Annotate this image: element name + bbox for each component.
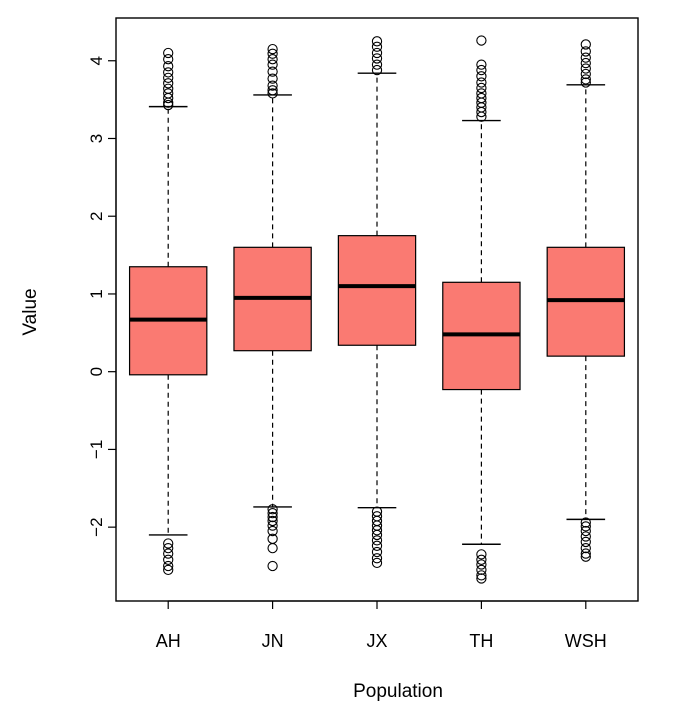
outlier-point [371,553,383,564]
x-axis: AH JN JX TH WSH [156,600,607,651]
x-axis-label: Population [353,681,443,702]
outlier-point [371,540,383,551]
outlier-point [163,72,174,84]
outlier-point [371,557,383,569]
outlier-point [580,517,591,528]
outlier-point [580,551,591,562]
y-axis: 4 3 2 1 0 −1 −2 [87,56,117,537]
outlier-point [476,106,487,118]
outlier-point [476,111,487,122]
outlier-point [267,525,278,537]
outlier-point [476,77,487,88]
outlier-point [163,47,174,59]
outlier-point [267,515,278,527]
y-tick-label: 3 [87,134,106,143]
outlier-point [163,560,174,572]
outlier-point [580,521,591,532]
box-group [128,35,626,584]
outlier-point [580,531,591,542]
y-tick-label: 2 [87,211,106,220]
outlier-point [163,564,174,576]
outlier-point [580,77,591,88]
box-jx [337,36,417,569]
outlier-point [267,43,278,55]
outlier-point [371,546,383,558]
box-th [442,35,521,584]
outlier-point [267,59,278,70]
outlier-point [163,92,174,104]
outlier-point [163,61,174,72]
outlier-point [267,542,278,554]
outlier-point [371,53,383,64]
outlier-point [580,525,591,537]
outlier-point [371,525,383,536]
outlier-point [267,504,278,515]
outlier-point [267,511,278,523]
outlier-point [267,560,278,572]
outlier-point [163,54,174,65]
outlier-point [580,52,591,63]
outlier-point [371,529,383,541]
outlier-point [580,542,591,554]
box-wsh [546,39,626,562]
outlier-point [371,41,383,52]
outlier-point [476,554,487,565]
y-tick-label: 0 [87,367,106,376]
x-tick-label: WSH [565,631,607,651]
outlier-point [163,548,174,559]
outlier-point [580,63,591,74]
x-tick-label: AH [156,631,181,651]
outlier-point [476,573,487,584]
outlier-point [580,548,591,559]
outlier-point [267,54,278,65]
outlier-point [163,67,174,78]
outlier-point [580,536,591,548]
outlier-point [371,59,383,70]
outlier-point [371,36,383,47]
outlier-point [267,88,278,99]
outlier-point [580,74,591,85]
outlier-point [476,549,487,560]
outlier-point [267,508,278,519]
outlier-point [580,46,591,57]
outlier-point [371,47,383,59]
outlier-point [476,82,487,94]
outlier-point [371,64,383,76]
y-tick-label: 1 [87,289,106,298]
box-jn [233,43,312,572]
outlier-point [267,520,278,531]
outlier-point [163,538,174,549]
outlier-point [163,542,174,554]
outlier-point [476,64,487,76]
outlier-point [371,535,383,546]
outlier-point [163,97,174,108]
outlier-point [163,99,174,111]
iqr-box [337,235,417,346]
y-axis-label: Value [20,288,41,335]
x-tick-label: JN [262,631,284,651]
outlier-point [476,559,487,570]
outlier-point [267,73,278,84]
outlier-point [267,66,278,77]
box-ah [128,47,208,576]
y-tick-label: 4 [87,56,106,65]
x-tick-label: TH [469,631,493,651]
outlier-point [267,80,278,91]
outlier-point [163,78,174,89]
outlier-point [580,39,591,50]
outlier-point [476,570,487,581]
x-tick-label: JX [366,631,387,651]
outlier-point [163,554,174,565]
outlier-point [476,564,487,576]
outlier-point [476,35,487,46]
outlier-point [580,68,591,80]
y-tick-label: −2 [87,517,106,536]
outlier-point [267,48,278,59]
outlier-point [476,71,487,82]
outlier-point [580,57,591,69]
outlier-point [476,59,487,70]
outlier-point [267,85,278,96]
y-tick-label: −1 [87,440,106,459]
